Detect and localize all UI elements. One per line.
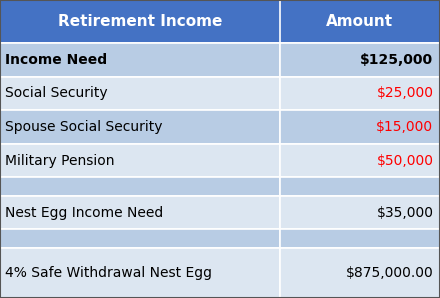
Text: Income Need: Income Need — [5, 53, 107, 67]
Bar — [280, 77, 440, 110]
Bar — [280, 229, 440, 248]
Bar — [0, 0, 440, 43]
Bar — [0, 177, 280, 196]
Text: Military Pension: Military Pension — [5, 153, 115, 167]
Bar — [0, 77, 280, 110]
Text: $875,000.00: $875,000.00 — [346, 266, 433, 280]
Text: $125,000: $125,000 — [360, 53, 433, 67]
Text: Amount: Amount — [326, 14, 393, 29]
Text: $25,000: $25,000 — [376, 86, 433, 100]
Text: Nest Egg Income Need: Nest Egg Income Need — [5, 206, 164, 220]
Bar — [280, 248, 440, 298]
Text: Retirement Income: Retirement Income — [58, 14, 222, 29]
Text: 4% Safe Withdrawal Nest Egg: 4% Safe Withdrawal Nest Egg — [5, 266, 212, 280]
Bar — [280, 177, 440, 196]
Text: $15,000: $15,000 — [376, 120, 433, 134]
Bar — [0, 43, 280, 77]
Bar — [280, 110, 440, 144]
Text: Spouse Social Security: Spouse Social Security — [5, 120, 163, 134]
Bar — [0, 229, 280, 248]
Bar — [0, 196, 280, 229]
Text: $50,000: $50,000 — [376, 153, 433, 167]
Text: $35,000: $35,000 — [376, 206, 433, 220]
Bar — [280, 144, 440, 177]
Bar — [0, 248, 280, 298]
Bar — [280, 196, 440, 229]
Text: Social Security: Social Security — [5, 86, 108, 100]
Bar — [0, 110, 280, 144]
Bar — [0, 144, 280, 177]
Bar — [280, 43, 440, 77]
